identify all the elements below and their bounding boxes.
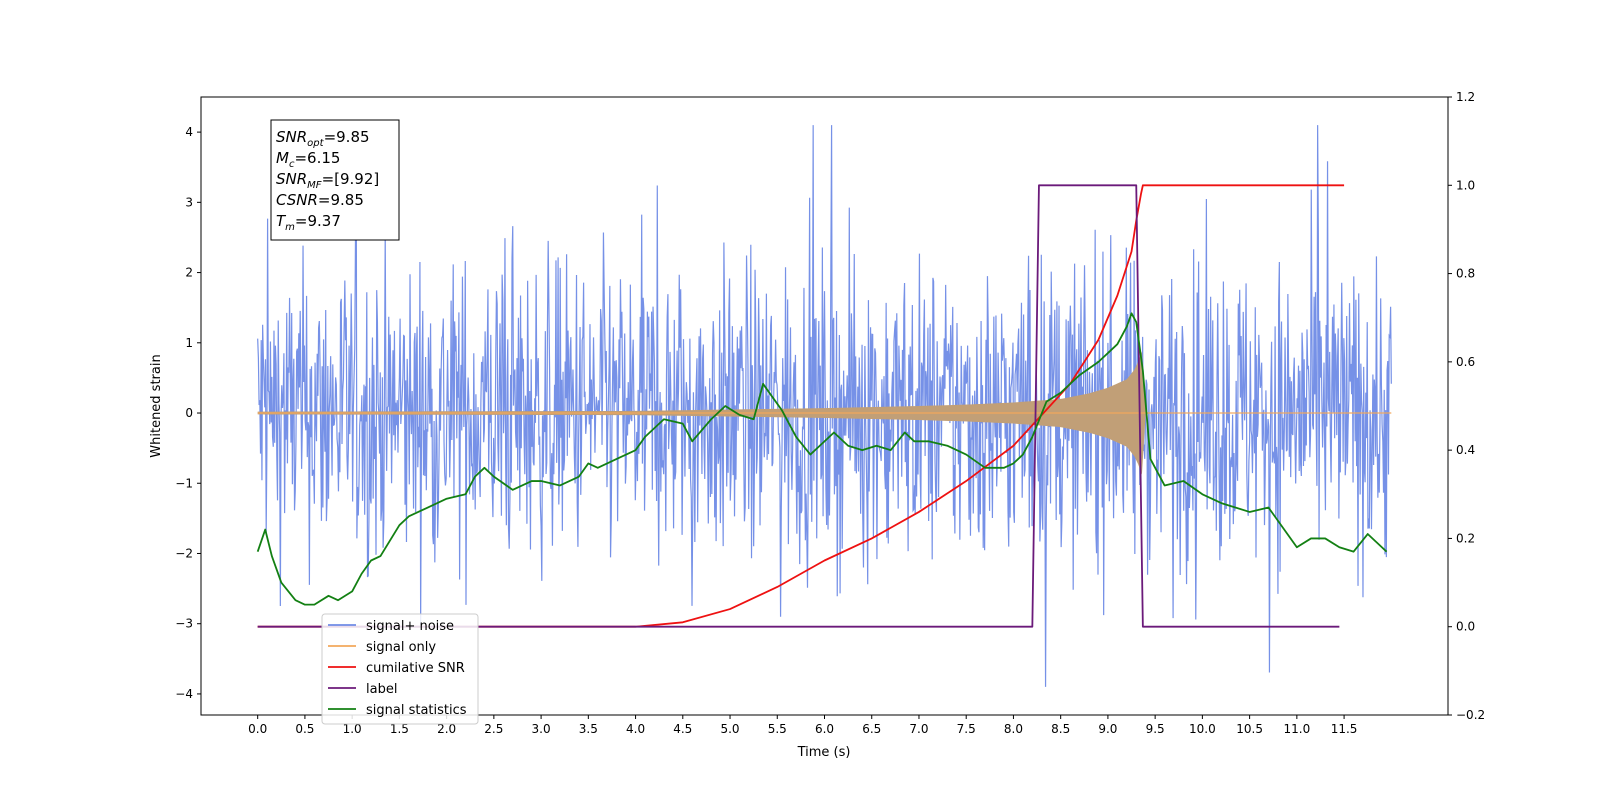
y-right-tick-label: 0.2 [1456,531,1475,545]
legend-label: signal statistics [366,703,467,718]
x-tick-label: 7.5 [957,722,976,736]
y-right-tick-label: 1.2 [1456,90,1475,104]
legend-label: signal+ noise [366,619,454,634]
y-right-tick-label: 1.0 [1456,178,1475,192]
x-tick-label: 1.0 [343,722,362,736]
legend: signal+ noise signal only cumilative SNR la… [321,613,479,725]
x-tick-label: 0.5 [295,722,314,736]
y-right-tick-label: 0.4 [1456,443,1475,457]
x-tick-label: 8.0 [1004,722,1023,736]
y-tick-label: 1 [185,336,193,350]
series-signal-statistics [256,312,1388,606]
y-axis-left: 4 3 2 1 0 −1 −2 −3 −4 [175,125,201,701]
y-right-tick-label: 0.0 [1456,620,1475,634]
x-tick-label: 4.0 [626,722,645,736]
legend-label: label [366,682,397,697]
y-axis-right: 1.2 1.0 0.8 0.6 0.4 0.2 0.0 −0.2 [1448,90,1485,722]
x-tick-label: 1.5 [390,722,409,736]
y-right-tick-label: 0.6 [1456,355,1475,369]
y-tick-label: −1 [175,476,193,490]
x-tick-label: 3.5 [579,722,598,736]
annotation-frame [270,119,400,241]
legend-frame [321,613,479,725]
series-label [257,184,1340,628]
y-tick-label: −2 [175,546,193,560]
series-signal-noise [257,125,1392,687]
x-tick-label: 11.0 [1283,722,1310,736]
annotation-line: Mc=6.15 [276,149,340,170]
x-tick-label: 6.5 [862,722,881,736]
y-tick-label: 4 [185,125,193,139]
annotation-line: SNRMF=[9.92] [276,170,379,191]
legend-label: signal only [366,640,436,655]
x-tick-label: 11.5 [1331,722,1358,736]
x-tick-label: 3.0 [532,722,551,736]
y-right-tick-label: −0.2 [1456,708,1485,722]
x-tick-label: 10.5 [1236,722,1263,736]
y-tick-label: −4 [175,687,193,701]
y-tick-label: 2 [185,266,193,280]
plot-area [256,125,1392,687]
x-tick-label: 6.0 [815,722,834,736]
x-tick-label: 4.5 [673,722,692,736]
legend-label: cumilative SNR [366,661,465,676]
x-tick-label: 10.0 [1189,722,1216,736]
annotation-line: Tm=9.37 [276,212,341,233]
x-tick-label: 8.5 [1051,722,1070,736]
annotation-line: CSNR=9.85 [276,191,364,209]
x-axis-label: Time (s) [797,745,851,760]
x-axis: 0.0 0.5 1.0 1.5 2.0 2.5 3.0 3.5 4.0 4.5 5.0 5.5 6.0 6… [248,715,1357,736]
x-tick-label: 0.0 [248,722,267,736]
annotation-line: SNRopt=9.85 [276,128,370,149]
y-tick-label: −3 [175,617,193,631]
y-tick-label: 3 [185,195,193,209]
series-cumulative-snr [257,184,1345,628]
x-tick-label: 7.0 [909,722,928,736]
x-tick-label: 9.0 [1098,722,1117,736]
x-tick-label: 5.0 [720,722,739,736]
y-right-tick-label: 0.8 [1456,267,1475,281]
x-tick-label: 2.5 [484,722,503,736]
x-tick-label: 2.0 [437,722,456,736]
y-tick-label: 0 [185,406,193,420]
x-tick-label: 9.5 [1146,722,1165,736]
y-axis-label: Whitened strain [149,354,164,457]
x-tick-label: 5.5 [768,722,787,736]
